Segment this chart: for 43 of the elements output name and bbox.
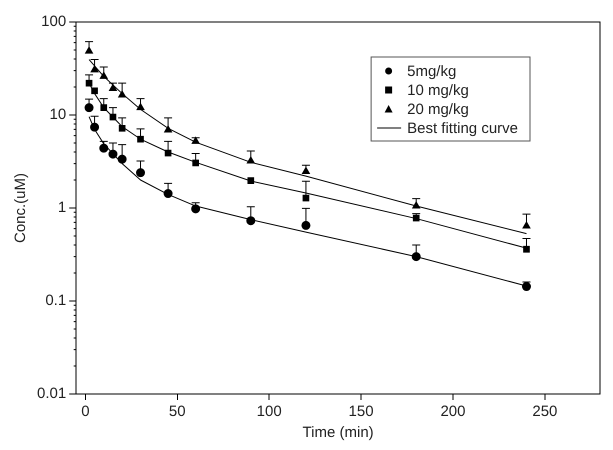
point	[301, 220, 310, 230]
y-tick-label: 0.1	[45, 292, 66, 310]
x-tick-label: 100	[256, 403, 282, 420]
x-tick-label: 250	[532, 403, 558, 420]
point	[108, 150, 118, 159]
point	[136, 168, 146, 178]
point	[84, 103, 94, 112]
y-tick-label: 100	[41, 13, 66, 30]
legend-label: 20 mg/kg	[407, 101, 469, 118]
y-tick-label: 1	[58, 199, 66, 216]
point	[110, 114, 116, 120]
x-tick-label: 200	[440, 403, 466, 420]
y-tick-label: 0.01	[36, 385, 66, 402]
point	[523, 246, 530, 253]
point	[164, 150, 172, 156]
x-tick-label: 150	[348, 403, 374, 420]
y-axis-title: Conc.(uM)	[12, 172, 30, 244]
point	[302, 194, 310, 202]
point	[412, 252, 421, 262]
point	[191, 204, 200, 214]
x-tick-label: 50	[168, 403, 186, 420]
point	[192, 160, 199, 166]
point	[118, 154, 127, 164]
point	[90, 65, 99, 72]
point	[247, 177, 254, 184]
point	[246, 216, 256, 226]
legend-label: 10 mg/kg	[407, 82, 469, 100]
point	[137, 136, 144, 142]
point	[99, 144, 108, 153]
point	[118, 124, 126, 132]
x-axis-title: Time (min)	[302, 424, 374, 442]
legend-label: 5mg/kg	[407, 63, 456, 80]
x-tick-label: 0	[81, 403, 90, 420]
point	[91, 87, 98, 94]
y-tick-label: 10	[50, 106, 66, 124]
point	[86, 80, 92, 86]
legend-label: Best fitting curve	[407, 120, 518, 138]
point	[100, 72, 108, 79]
point	[412, 214, 420, 222]
point	[100, 104, 108, 111]
point	[164, 125, 172, 132]
point	[164, 189, 173, 198]
point	[90, 122, 100, 132]
